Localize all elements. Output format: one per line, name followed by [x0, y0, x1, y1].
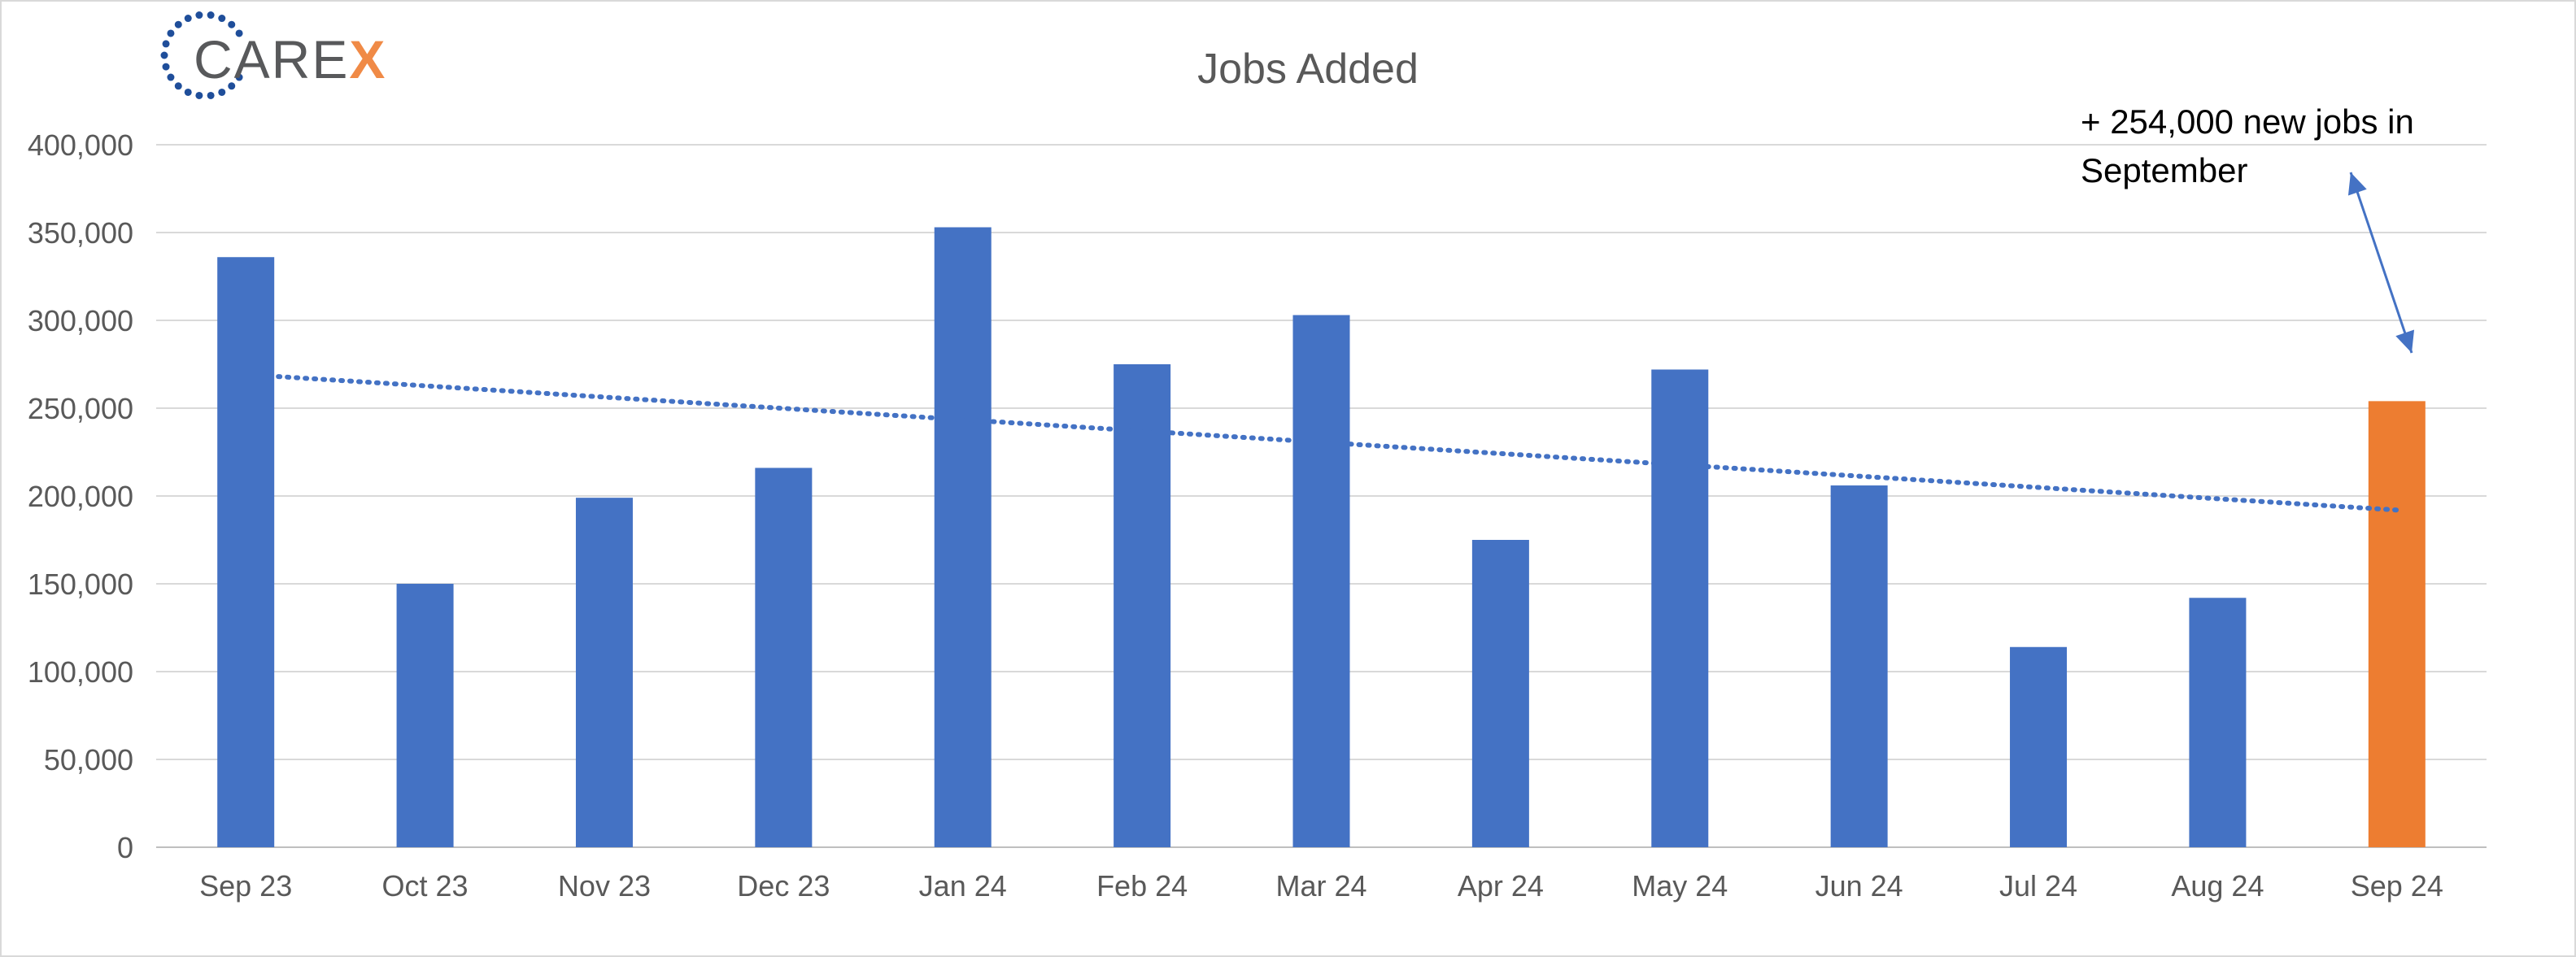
logo-ring-dot — [160, 51, 168, 59]
bar-jan-24 — [934, 227, 992, 847]
arrow-head — [2395, 329, 2415, 353]
x-tick-label: May 24 — [1632, 869, 1728, 903]
bar-feb-24 — [1114, 364, 1171, 847]
x-tick-label: Apr 24 — [1458, 869, 1544, 903]
logo-ring-dot — [218, 88, 226, 96]
y-tick-label: 100,000 — [28, 655, 133, 689]
logo-ring-dot — [162, 63, 170, 71]
annotation: + 254,000 new jobs in September — [2081, 102, 2415, 354]
x-tick-label: Jun 24 — [1815, 869, 1903, 903]
logo-ring-dot — [207, 11, 215, 20]
y-tick-label: 0 — [117, 831, 133, 864]
x-tick-label: Oct 23 — [382, 869, 469, 903]
logo-ring-dot — [207, 91, 215, 99]
bar-sep-23 — [217, 257, 275, 847]
bar-apr-24 — [1471, 540, 1529, 847]
bar-sep-24 — [2368, 401, 2426, 847]
carex-logo: CAREX — [160, 11, 386, 99]
logo-ring-dot — [195, 11, 203, 20]
x-tick-label: Feb 24 — [1096, 869, 1188, 903]
bar-aug-24 — [2189, 598, 2247, 847]
logo-text-x: X — [349, 29, 386, 89]
x-tick-label: Dec 23 — [737, 869, 830, 903]
annotation-line-2: September — [2081, 151, 2247, 189]
arrow-head — [2347, 172, 2367, 196]
bar-jul-24 — [2010, 646, 2068, 847]
bar-oct-23 — [396, 584, 454, 847]
bar-dec-23 — [755, 468, 813, 847]
svg-text:CAREX: CAREX — [194, 29, 386, 89]
y-tick-label: 200,000 — [28, 480, 133, 513]
x-tick-label: Jul 24 — [1999, 869, 2077, 903]
bar-nov-23 — [575, 498, 633, 847]
y-axis-tick-labels: 0 50,000 100,000 150,000 200,000 250,000 300,0… — [28, 128, 133, 864]
logo-ring-dot — [228, 20, 236, 28]
chart-title: Jobs Added — [1197, 46, 1419, 93]
bar-jun-24 — [1830, 485, 1888, 847]
y-tick-label: 400,000 — [28, 128, 133, 162]
logo-ring-dot — [174, 82, 182, 90]
x-tick-label: Sep 24 — [2351, 869, 2443, 903]
x-tick-label: Sep 23 — [199, 869, 292, 903]
y-tick-label: 150,000 — [28, 568, 133, 601]
logo-ring-dot — [235, 73, 243, 81]
y-tick-label: 50,000 — [44, 743, 133, 776]
bar-may-24 — [1651, 369, 1709, 848]
bars — [217, 227, 2426, 848]
y-tick-label: 350,000 — [28, 216, 133, 250]
logo-ring-dot — [218, 15, 226, 23]
x-tick-label: Mar 24 — [1275, 869, 1366, 903]
logo-text-care: CARE — [194, 29, 349, 89]
bar-mar-24 — [1292, 315, 1350, 847]
logo-ring-dot — [162, 40, 170, 48]
arrow-shaft — [2349, 172, 2413, 354]
y-tick-label: 250,000 — [28, 392, 133, 425]
x-tick-label: Aug 24 — [2171, 869, 2264, 903]
logo-ring-dot — [184, 15, 192, 23]
logo-ring-dot — [184, 88, 192, 96]
logo-ring-dot — [167, 73, 175, 81]
annotation-arrow — [2347, 172, 2415, 354]
x-tick-label: Jan 24 — [919, 869, 1007, 903]
y-tick-label: 300,000 — [28, 304, 133, 337]
logo-ring-dot — [167, 29, 175, 37]
x-axis-tick-labels: Sep 23 Oct 23 Nov 23 Dec 23 Jan 24 Feb 24 Mar … — [199, 869, 2443, 903]
logo-ring-dot — [174, 20, 182, 28]
logo-dotted-ring — [160, 11, 243, 99]
logo-ring-dot — [228, 82, 236, 90]
annotation-line-1: + 254,000 new jobs in — [2081, 102, 2414, 141]
logo-ring-dot — [235, 29, 243, 37]
x-tick-label: Nov 23 — [558, 869, 651, 903]
logo-ring-dot — [195, 91, 203, 99]
